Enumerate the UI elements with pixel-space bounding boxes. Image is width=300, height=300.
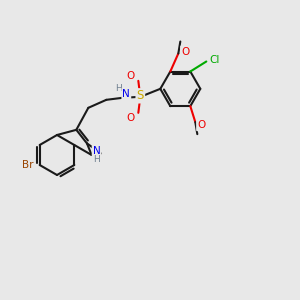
Text: H: H (115, 84, 122, 93)
Text: S: S (136, 89, 144, 102)
Text: Br: Br (22, 160, 33, 170)
Text: O: O (126, 113, 134, 123)
Text: H: H (93, 155, 100, 164)
Text: O: O (181, 46, 189, 56)
Text: N: N (122, 89, 130, 99)
Text: O: O (126, 71, 134, 81)
Text: Cl: Cl (209, 55, 220, 64)
Text: N: N (93, 146, 101, 156)
Text: O: O (197, 120, 206, 130)
